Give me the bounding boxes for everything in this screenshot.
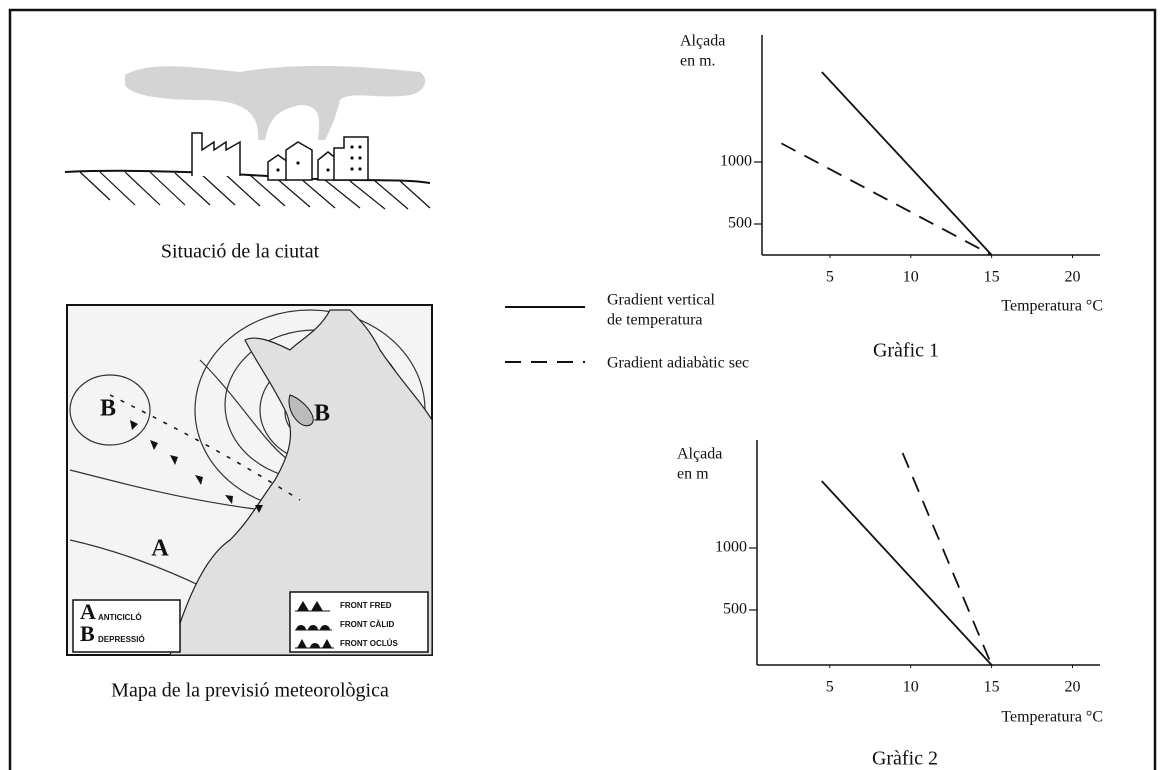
y-tick-label: 1000 [715, 539, 747, 556]
data-line [822, 72, 992, 255]
y-axis-label: en m [677, 466, 709, 483]
x-tick-label: 10 [903, 679, 919, 696]
pressure-label: DEPRESSIÓ [98, 635, 145, 644]
x-tick-label: 5 [826, 679, 834, 696]
pressure-symbol: B [80, 621, 95, 646]
x-tick-label: 15 [984, 269, 1000, 286]
x-tick-label: 5 [826, 269, 834, 286]
chart-title: Gràfic 2 [872, 748, 938, 770]
y-tick-label: 500 [728, 215, 752, 232]
x-tick-label: 20 [1064, 679, 1080, 696]
legend-label: Gradient vertical [607, 292, 716, 309]
y-tick-label: 1000 [720, 153, 752, 170]
y-axis-label: Alçada [680, 33, 725, 50]
front-label: FRONT OCLÚS [340, 639, 398, 648]
x-axis-label: Temperatura °C [1001, 298, 1103, 315]
front-label: FRONT FRED [340, 601, 392, 610]
x-tick-label: 10 [903, 269, 919, 286]
x-axis-label: Temperatura °C [1001, 709, 1103, 726]
legend-label: de temperatura [607, 312, 703, 329]
map-label: B [100, 396, 116, 422]
map-label: A [151, 536, 169, 562]
y-tick-label: 500 [723, 601, 747, 618]
data-line [822, 481, 992, 665]
map-caption: Mapa de la previsió meteorològica [111, 680, 389, 702]
chart-title: Gràfic 1 [873, 340, 939, 362]
map-label: B [314, 401, 330, 427]
scene-caption: Situació de la ciutat [161, 241, 320, 263]
data-line [903, 453, 992, 665]
legend-label: Gradient adiabàtic sec [607, 355, 749, 372]
front-label: FRONT CÀLID [340, 620, 394, 629]
y-axis-label: en m. [680, 53, 716, 70]
y-axis-label: Alçada [677, 446, 722, 463]
x-tick-label: 15 [984, 679, 1000, 696]
page: Situació de la ciutat Mapa de la previsi… [0, 0, 1165, 770]
pressure-label: ANTICICLÓ [98, 613, 142, 622]
data-line [781, 143, 991, 255]
x-tick-label: 20 [1065, 269, 1081, 286]
city-scene [65, 66, 430, 209]
